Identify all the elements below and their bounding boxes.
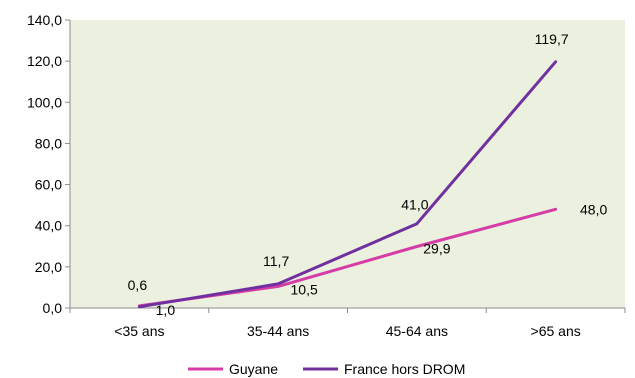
data-label: 41,0 [401,197,428,213]
data-label: 29,9 [423,240,450,256]
y-tick-label: 120,0 [27,53,62,69]
y-tick-label: 80,0 [35,135,62,151]
y-axis-ticks: 0,0 20,0 40,0 60,0 80,0 100,0 120,0 140,0 [27,12,70,316]
series-lines [137,60,558,309]
legend-label: France hors DROM [344,361,465,377]
legend-label: Guyane [229,361,278,377]
y-tick-label: 100,0 [27,94,62,110]
y-tick-label: 60,0 [35,177,62,193]
x-tick-label: >65 ans [531,323,581,339]
series-line-1 [137,60,558,309]
data-label: 48,0 [580,201,607,217]
x-axis-ticks: <35 ans 35-44 ans 45-64 ans >65 ans [69,308,626,339]
y-tick-label: 0,0 [43,300,63,316]
data-label: 1,0 [156,302,176,318]
y-tick-label: 20,0 [35,259,62,275]
x-tick-label: 35-44 ans [247,323,309,339]
data-label: 10,5 [291,281,318,297]
x-tick-label: <35 ans [114,323,164,339]
legend: Guyane France hors DROM [188,361,465,377]
data-label: 0,6 [128,277,148,293]
y-tick-label: 140,0 [27,12,62,28]
x-tick-label: 45-64 ans [386,323,448,339]
y-tick-label: 40,0 [35,218,62,234]
data-labels: 1,0 10,5 29,9 48,0 0,6 11,7 41,0 119,7 [128,31,608,318]
data-label: 119,7 [535,31,569,47]
data-label: 11,7 [263,253,289,269]
plot-area [70,20,625,308]
